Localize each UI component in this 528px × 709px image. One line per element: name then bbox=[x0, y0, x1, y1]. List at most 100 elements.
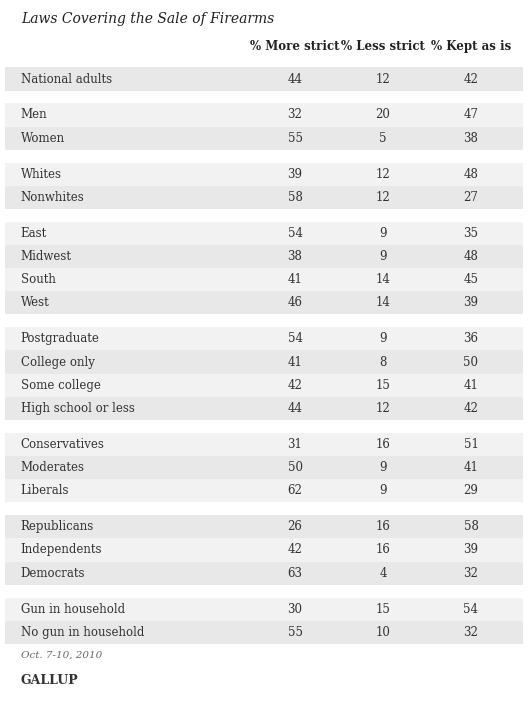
Text: Women: Women bbox=[21, 132, 65, 145]
Text: 20: 20 bbox=[375, 108, 390, 121]
Bar bbox=[5, 585, 523, 598]
Text: 5: 5 bbox=[379, 132, 387, 145]
Text: 51: 51 bbox=[464, 438, 478, 451]
Text: Nonwhites: Nonwhites bbox=[21, 191, 84, 203]
Bar bbox=[5, 479, 523, 503]
Bar bbox=[5, 104, 523, 127]
Bar bbox=[5, 222, 523, 245]
Bar bbox=[5, 598, 523, 620]
Bar bbox=[5, 420, 523, 432]
Text: Men: Men bbox=[21, 108, 48, 121]
Text: 41: 41 bbox=[464, 379, 478, 392]
Text: 41: 41 bbox=[288, 273, 303, 286]
Text: % Kept as is: % Kept as is bbox=[431, 40, 511, 52]
Text: 58: 58 bbox=[288, 191, 303, 203]
Text: Independents: Independents bbox=[21, 544, 102, 557]
Text: West: West bbox=[21, 296, 50, 309]
Text: Laws Covering the Sale of Firearms: Laws Covering the Sale of Firearms bbox=[21, 12, 274, 26]
Text: 39: 39 bbox=[464, 296, 478, 309]
Bar bbox=[5, 91, 523, 104]
Bar bbox=[5, 562, 523, 585]
Text: 48: 48 bbox=[464, 167, 478, 181]
Bar bbox=[5, 397, 523, 420]
Bar bbox=[5, 620, 523, 644]
Text: National adults: National adults bbox=[21, 72, 112, 86]
Text: 54: 54 bbox=[288, 333, 303, 345]
Text: GALLUP: GALLUP bbox=[21, 674, 79, 687]
Bar bbox=[5, 456, 523, 479]
Text: 12: 12 bbox=[375, 191, 390, 203]
Text: 50: 50 bbox=[288, 461, 303, 474]
Text: 45: 45 bbox=[464, 273, 478, 286]
Text: College only: College only bbox=[21, 355, 95, 369]
Text: South: South bbox=[21, 273, 55, 286]
Bar bbox=[5, 432, 523, 456]
Text: 44: 44 bbox=[288, 72, 303, 86]
Bar bbox=[5, 209, 523, 222]
Text: 12: 12 bbox=[375, 167, 390, 181]
Text: 35: 35 bbox=[464, 227, 478, 240]
Bar bbox=[5, 538, 523, 562]
Bar bbox=[5, 503, 523, 515]
Text: 55: 55 bbox=[288, 626, 303, 639]
Bar bbox=[5, 515, 523, 538]
Text: 29: 29 bbox=[464, 484, 478, 497]
Text: 30: 30 bbox=[288, 603, 303, 615]
Text: 26: 26 bbox=[288, 520, 303, 533]
Text: 12: 12 bbox=[375, 72, 390, 86]
Bar bbox=[5, 127, 523, 150]
Bar bbox=[5, 350, 523, 374]
Text: 41: 41 bbox=[464, 461, 478, 474]
Text: 9: 9 bbox=[379, 461, 387, 474]
Text: 16: 16 bbox=[375, 520, 390, 533]
Bar bbox=[5, 328, 523, 350]
Text: 8: 8 bbox=[379, 355, 386, 369]
Text: 14: 14 bbox=[375, 296, 390, 309]
Text: 54: 54 bbox=[288, 227, 303, 240]
Text: 38: 38 bbox=[464, 132, 478, 145]
Text: 42: 42 bbox=[464, 402, 478, 415]
Text: 9: 9 bbox=[379, 484, 387, 497]
Text: 32: 32 bbox=[288, 108, 303, 121]
Text: 39: 39 bbox=[464, 544, 478, 557]
Text: 15: 15 bbox=[375, 603, 390, 615]
Bar bbox=[5, 291, 523, 315]
Text: 10: 10 bbox=[375, 626, 390, 639]
Text: Midwest: Midwest bbox=[21, 250, 72, 263]
Text: 55: 55 bbox=[288, 132, 303, 145]
Text: 44: 44 bbox=[288, 402, 303, 415]
Text: Democrats: Democrats bbox=[21, 566, 86, 580]
Text: 62: 62 bbox=[288, 484, 303, 497]
Text: 9: 9 bbox=[379, 227, 387, 240]
Text: 32: 32 bbox=[464, 566, 478, 580]
Text: 39: 39 bbox=[288, 167, 303, 181]
Text: 12: 12 bbox=[375, 402, 390, 415]
Text: 4: 4 bbox=[379, 566, 387, 580]
Bar bbox=[5, 374, 523, 397]
Text: 38: 38 bbox=[288, 250, 303, 263]
Text: 15: 15 bbox=[375, 379, 390, 392]
Text: % More strict: % More strict bbox=[250, 40, 340, 52]
Text: High school or less: High school or less bbox=[21, 402, 135, 415]
Text: Liberals: Liberals bbox=[21, 484, 69, 497]
Text: 63: 63 bbox=[288, 566, 303, 580]
Text: 58: 58 bbox=[464, 520, 478, 533]
Text: 42: 42 bbox=[288, 379, 303, 392]
Text: 32: 32 bbox=[464, 626, 478, 639]
Text: 36: 36 bbox=[464, 333, 478, 345]
Text: 50: 50 bbox=[464, 355, 478, 369]
Text: % Less strict: % Less strict bbox=[341, 40, 425, 52]
Text: Moderates: Moderates bbox=[21, 461, 85, 474]
Text: 54: 54 bbox=[464, 603, 478, 615]
Text: Republicans: Republicans bbox=[21, 520, 94, 533]
Text: East: East bbox=[21, 227, 47, 240]
Text: Conservatives: Conservatives bbox=[21, 438, 105, 451]
Text: 9: 9 bbox=[379, 333, 387, 345]
Text: 41: 41 bbox=[288, 355, 303, 369]
Bar bbox=[5, 245, 523, 268]
Text: Oct. 7-10, 2010: Oct. 7-10, 2010 bbox=[21, 651, 102, 660]
Text: Gun in household: Gun in household bbox=[21, 603, 125, 615]
Text: 31: 31 bbox=[288, 438, 303, 451]
Text: 27: 27 bbox=[464, 191, 478, 203]
Text: 42: 42 bbox=[464, 72, 478, 86]
